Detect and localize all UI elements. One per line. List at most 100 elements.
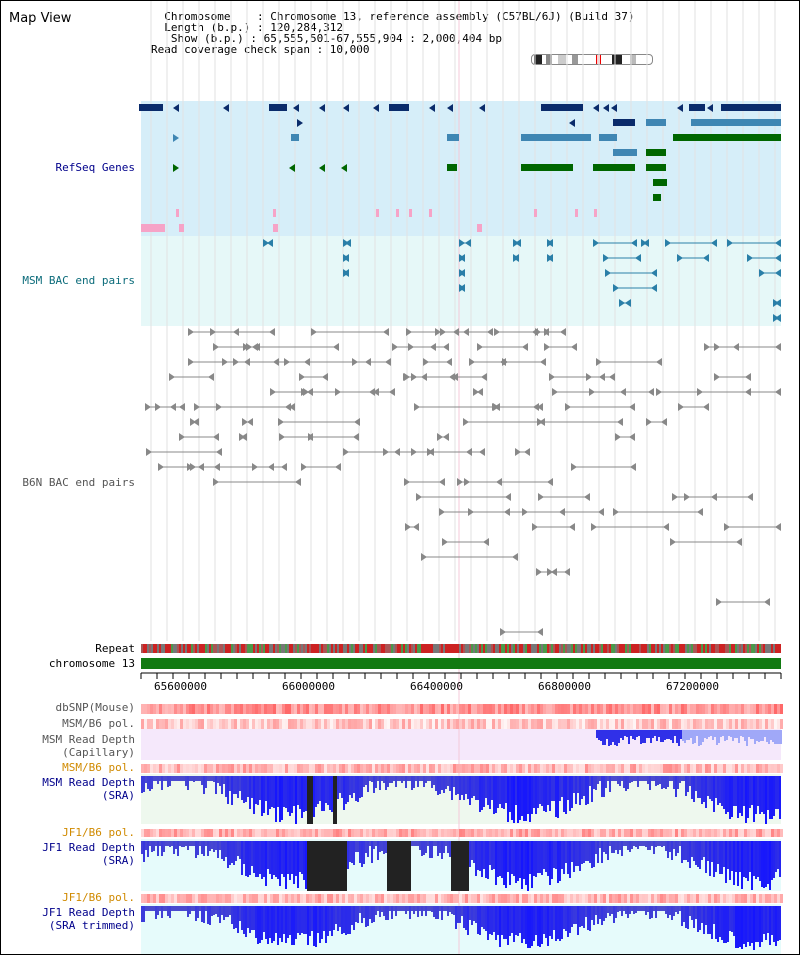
read-depth-bar xyxy=(684,730,686,743)
polymorphism-segment xyxy=(510,764,513,773)
polymorphism-segment xyxy=(216,829,219,837)
repeat-segment xyxy=(521,644,523,653)
gene-arrow xyxy=(707,104,713,112)
read-depth-bar xyxy=(455,841,457,891)
repeat-segment xyxy=(227,644,229,653)
read-depth-bar xyxy=(453,776,455,787)
polymorphism-segment xyxy=(216,719,219,729)
polymorphism-segment xyxy=(459,764,462,773)
read-depth-bar xyxy=(177,841,179,856)
read-depth-bar xyxy=(389,776,391,783)
polymorphism-segment xyxy=(402,719,405,729)
polymorphism-segment xyxy=(723,719,726,729)
polymorphism-segment xyxy=(600,719,603,729)
polymorphism-segment xyxy=(279,719,282,729)
read-depth-bar xyxy=(247,776,249,797)
read-depth-bar xyxy=(387,906,389,920)
read-depth-bar xyxy=(755,841,757,879)
polymorphism-segment xyxy=(480,704,483,714)
pink-mark xyxy=(176,209,179,217)
read-depth-bar xyxy=(301,776,303,818)
read-depth-bar xyxy=(726,730,728,740)
read-depth-bar xyxy=(397,906,399,911)
read-depth-bar xyxy=(467,776,469,799)
read-depth-bar xyxy=(157,776,159,784)
gene-arrow xyxy=(252,463,258,471)
read-depth-bar xyxy=(629,906,631,914)
read-depth-bar xyxy=(775,776,777,809)
gene-arrow xyxy=(322,373,328,381)
read-depth-bar xyxy=(674,730,676,736)
read-depth-bar xyxy=(487,906,489,940)
read-depth-bar xyxy=(505,776,507,803)
repeat-segment xyxy=(613,644,615,653)
repeat-segment xyxy=(637,644,639,653)
polymorphism-segment xyxy=(447,719,450,729)
polymorphism-segment xyxy=(231,829,234,837)
polymorphism-segment xyxy=(498,829,501,837)
gene-arrow xyxy=(158,463,164,471)
read-depth-bar xyxy=(706,730,708,739)
polymorphism-segment xyxy=(273,894,276,903)
polymorphism-segment xyxy=(384,764,387,773)
polymorphism-segment xyxy=(534,719,537,729)
polymorphism-segment xyxy=(192,704,195,714)
repeat-segment xyxy=(493,644,495,653)
read-depth-bar xyxy=(349,906,351,934)
polymorphism-segment xyxy=(576,894,579,903)
read-depth-bar xyxy=(770,730,772,740)
read-depth-bar xyxy=(253,841,255,873)
polymorphism-segment xyxy=(318,829,321,837)
read-depth-bar xyxy=(747,776,749,818)
read-depth-bar xyxy=(735,906,737,948)
polymorphism-segment xyxy=(459,719,462,729)
polymorphism-segment xyxy=(186,764,189,773)
read-depth-bar xyxy=(197,906,199,918)
read-depth-bar xyxy=(437,776,439,795)
repeat-segment xyxy=(305,644,307,653)
polymorphism-segment xyxy=(588,894,591,903)
repeat-segment xyxy=(599,644,601,653)
repeat-segment xyxy=(177,644,179,653)
polymorphism-segment xyxy=(441,829,444,837)
polymorphism-segment xyxy=(504,719,507,729)
repeat-segment xyxy=(269,644,271,653)
read-depth-bar xyxy=(161,841,163,856)
polymorphism-segment xyxy=(351,719,354,729)
repeat-segment xyxy=(185,644,187,653)
polymorphism-segment xyxy=(228,719,231,729)
read-depth-bar xyxy=(563,776,565,812)
polymorphism-segment xyxy=(411,764,414,773)
read-depth-bar xyxy=(407,906,409,911)
read-depth-bar xyxy=(201,906,203,922)
polymorphism-segment xyxy=(426,764,429,773)
gene-arrow xyxy=(459,239,465,247)
read-depth-bar xyxy=(223,841,225,861)
read-depth-bar xyxy=(689,776,691,786)
read-depth-bar xyxy=(609,776,611,792)
read-depth-bar xyxy=(307,841,309,891)
gene-arrow xyxy=(405,523,411,531)
repeat-segment xyxy=(483,644,485,653)
polymorphism-segment xyxy=(693,764,696,773)
repeat-segment xyxy=(481,644,483,653)
read-depth-bar xyxy=(367,841,369,857)
repeat-segment xyxy=(457,644,459,653)
gene-arrow xyxy=(775,388,781,396)
polymorphism-segment xyxy=(582,719,585,729)
repeat-segment xyxy=(511,644,513,653)
repeat-segment xyxy=(505,644,507,653)
read-depth-bar xyxy=(665,776,667,789)
polymorphism-segment xyxy=(672,829,675,837)
read-depth-bar xyxy=(761,776,763,812)
polymorphism-segment xyxy=(348,829,351,837)
read-depth-bar xyxy=(215,776,217,794)
polymorphism-segment xyxy=(396,829,399,837)
polymorphism-segment xyxy=(669,764,672,773)
read-depth-bar xyxy=(657,906,659,911)
chromosome-track-label: chromosome 13 xyxy=(48,657,135,670)
read-depth-bar xyxy=(257,841,259,877)
read-depth-bar xyxy=(687,906,689,929)
repeat-segment xyxy=(587,644,589,653)
